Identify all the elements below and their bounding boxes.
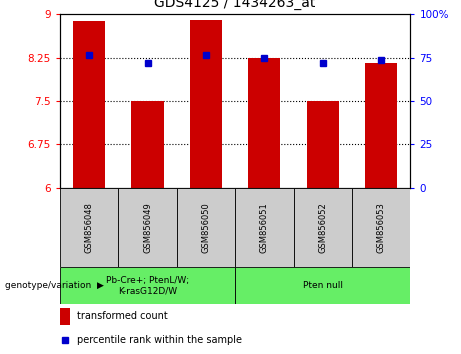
Text: GSM856050: GSM856050 xyxy=(201,202,210,253)
Bar xyxy=(60,267,235,304)
Bar xyxy=(60,188,118,267)
Bar xyxy=(248,58,280,188)
Bar xyxy=(294,188,352,267)
Text: GSM856052: GSM856052 xyxy=(318,202,327,253)
Bar xyxy=(60,308,71,325)
Text: GSM856048: GSM856048 xyxy=(85,202,94,253)
Bar xyxy=(131,101,164,188)
Bar xyxy=(235,267,410,304)
Text: percentile rank within the sample: percentile rank within the sample xyxy=(77,335,242,346)
Bar xyxy=(177,188,235,267)
Bar xyxy=(190,20,222,188)
Bar xyxy=(307,101,339,188)
Text: GSM856049: GSM856049 xyxy=(143,202,152,253)
Bar xyxy=(352,188,410,267)
Bar xyxy=(73,21,105,188)
Text: Pb-Cre+; PtenL/W;
K-rasG12D/W: Pb-Cre+; PtenL/W; K-rasG12D/W xyxy=(106,276,189,296)
Title: GDS4125 / 1434263_at: GDS4125 / 1434263_at xyxy=(154,0,316,10)
Text: GSM856051: GSM856051 xyxy=(260,202,269,253)
Text: GSM856053: GSM856053 xyxy=(377,202,385,253)
Bar xyxy=(365,63,397,188)
Bar xyxy=(118,188,177,267)
Text: genotype/variation  ▶: genotype/variation ▶ xyxy=(5,281,103,290)
Text: Pten null: Pten null xyxy=(303,281,343,290)
Bar xyxy=(235,188,294,267)
Text: transformed count: transformed count xyxy=(77,312,168,321)
